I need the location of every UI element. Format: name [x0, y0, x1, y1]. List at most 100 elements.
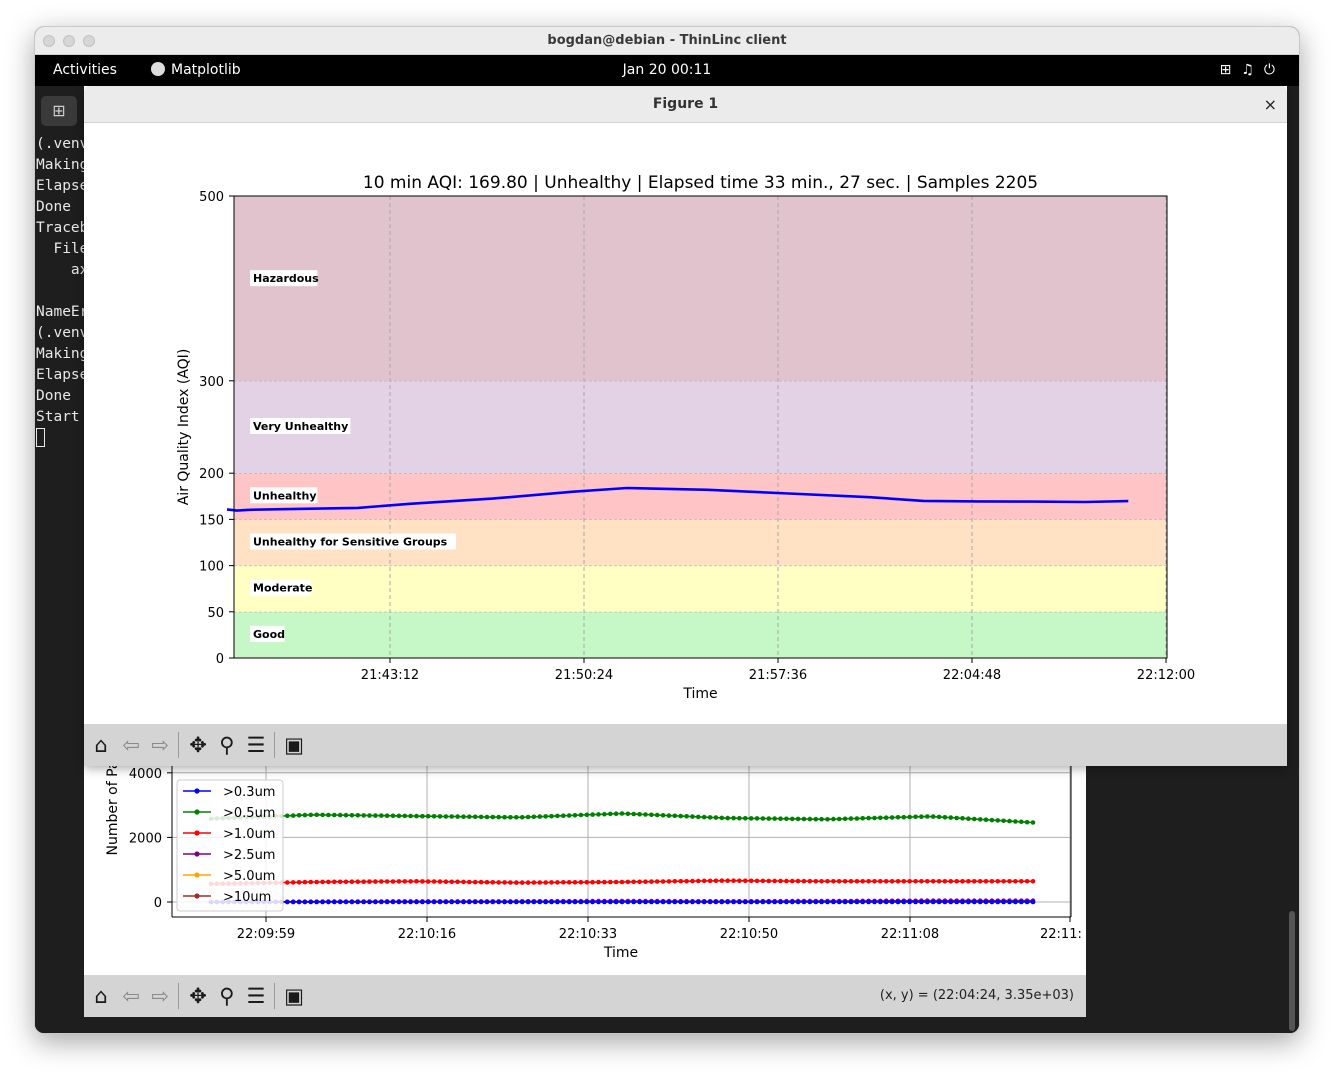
- data-point: [390, 899, 396, 905]
- aqi-chart[interactable]: 21:43:12 21:50:24 21:57:36 22:04:48 22:12:00…: [84, 123, 1287, 723]
- forward-icon[interactable]: ⇨: [151, 733, 169, 757]
- data-point: [813, 816, 819, 822]
- data-point: [337, 812, 343, 818]
- data-point: [608, 811, 613, 817]
- data-point: [302, 879, 308, 885]
- data-point: [320, 879, 325, 885]
- data-point: [390, 813, 396, 819]
- data-point: [842, 899, 848, 905]
- activities-button[interactable]: Activities: [53, 62, 117, 78]
- data-point: [913, 899, 918, 905]
- data-point: [285, 813, 290, 819]
- zoom-window-button[interactable]: [83, 35, 95, 47]
- configure-icon[interactable]: ☰: [246, 984, 266, 1008]
- zoom-icon[interactable]: ⚲: [219, 984, 235, 1008]
- data-point: [490, 899, 496, 905]
- data-point: [790, 899, 795, 905]
- minimize-window-button[interactable]: [63, 35, 75, 47]
- data-point: [420, 813, 425, 819]
- home-icon[interactable]: ⌂: [94, 733, 108, 757]
- configure-icon[interactable]: ☰: [246, 733, 266, 757]
- legend-swatch-marker: [194, 893, 200, 899]
- pan-icon[interactable]: ✥: [189, 984, 207, 1008]
- close-icon[interactable]: ×: [1263, 95, 1277, 114]
- data-point: [977, 899, 983, 905]
- data-point: [854, 816, 860, 821]
- data-point: [989, 817, 995, 823]
- data-point: [643, 899, 648, 905]
- data-point: [408, 813, 413, 819]
- data-point: [660, 813, 666, 818]
- data-point: [437, 814, 443, 819]
- terminal-line: File: [36, 241, 89, 257]
- figure-1-titlebar[interactable]: Figure 1 ×: [84, 86, 1287, 123]
- window-titlebar[interactable]: bogdan@debian - ThinLinc client: [35, 27, 1299, 55]
- data-point: [543, 899, 548, 905]
- zoom-icon[interactable]: ⚲: [219, 733, 235, 757]
- data-point: [878, 815, 883, 821]
- data-point: [367, 899, 372, 905]
- data-point: [490, 880, 496, 885]
- data-point: [449, 814, 455, 819]
- close-window-button[interactable]: [43, 35, 55, 47]
- back-icon[interactable]: ⇦: [122, 733, 140, 757]
- data-point: [690, 814, 695, 819]
- system-tray[interactable]: ⊞♫⏻: [1220, 55, 1285, 86]
- figure-2-window: 0 2000 4000 22:09:59 22:10:16 22:10:33 22:10:5…: [84, 740, 1086, 1017]
- y-tick-label: 2000: [129, 831, 162, 846]
- aqi-band-1: [234, 565, 1167, 612]
- data-point: [484, 879, 490, 885]
- gnome-top-bar: Activities Matplotlib Jan 20 00:11 ⊞♫⏻: [35, 55, 1299, 86]
- x-tick-label: 22:10:33: [559, 927, 617, 942]
- terminal-scrollbar[interactable]: [1289, 911, 1295, 1031]
- home-icon[interactable]: ⌂: [94, 984, 108, 1008]
- data-point: [508, 899, 513, 905]
- data-point: [1001, 899, 1006, 905]
- data-point: [555, 813, 560, 819]
- forward-icon[interactable]: ⇨: [151, 984, 169, 1008]
- data-point: [942, 899, 948, 905]
- data-point: [719, 878, 725, 883]
- data-point: [637, 899, 642, 905]
- legend-label: >1.0um: [223, 827, 275, 842]
- app-menu-label: Matplotlib: [171, 62, 241, 78]
- app-menu[interactable]: Matplotlib: [151, 55, 241, 86]
- data-point: [302, 899, 308, 905]
- legend-label: >2.5um: [223, 848, 275, 863]
- data-point: [285, 880, 290, 885]
- particle-count-chart[interactable]: 0 2000 4000 22:09:59 22:10:16 22:10:33 22:10:5…: [84, 740, 1086, 975]
- save-icon[interactable]: ▣: [284, 984, 304, 1008]
- data-point: [848, 879, 854, 884]
- band-label-box: [250, 418, 351, 434]
- data-point: [766, 816, 772, 821]
- band-label-2: Unhealthy for Sensitive Groups: [253, 536, 448, 549]
- data-point: [860, 816, 865, 821]
- data-point: [478, 899, 484, 905]
- pan-icon[interactable]: ✥: [189, 733, 207, 757]
- data-point: [537, 899, 543, 905]
- data-point: [883, 879, 889, 884]
- legend-label: >0.5um: [223, 806, 275, 821]
- band-label-box: [250, 625, 285, 642]
- data-point: [519, 880, 525, 885]
- terminal-line: (.venv: [36, 325, 89, 341]
- data-point: [684, 878, 689, 884]
- data-point: [608, 879, 613, 885]
- volume-icon: ♫: [1241, 62, 1264, 78]
- band-label-4: Very Unhealthy: [253, 420, 348, 433]
- data-point: [1013, 899, 1018, 905]
- data-point: [960, 816, 965, 821]
- data-point: [960, 879, 965, 884]
- data-point: [713, 899, 719, 905]
- data-point: [960, 899, 965, 905]
- new-tab-button[interactable]: ⊞: [41, 96, 77, 126]
- data-point: [807, 816, 813, 822]
- save-icon[interactable]: ▣: [284, 733, 304, 757]
- data-point: [314, 812, 319, 818]
- data-point: [437, 899, 443, 905]
- back-icon[interactable]: ⇦: [122, 984, 140, 1008]
- data-point: [907, 814, 912, 820]
- data-point: [954, 899, 959, 905]
- data-point: [719, 815, 725, 821]
- data-point: [349, 813, 355, 818]
